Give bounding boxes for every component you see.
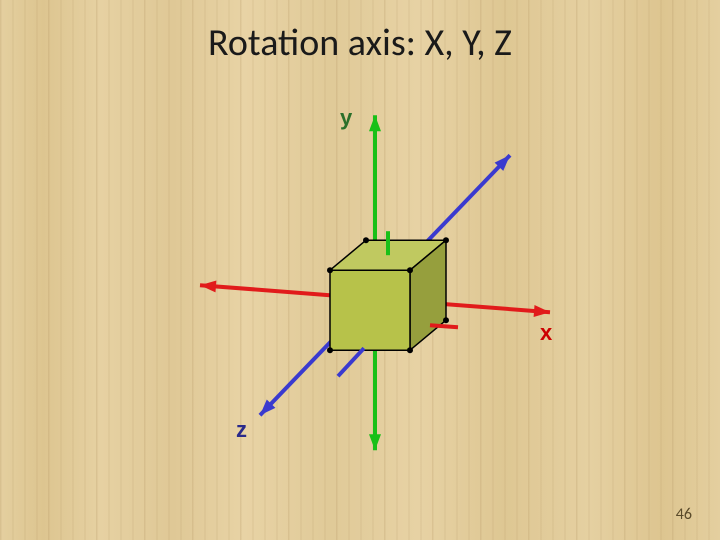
slide: Rotation axis: X, Y, Z y x z 46 [0, 0, 720, 540]
z-axis-label: z [236, 417, 247, 442]
page-title: Rotation axis: X, Y, Z [0, 20, 720, 66]
x-axis-label: x [540, 320, 553, 345]
page-number: 46 [676, 505, 692, 524]
rotation-axes-diagram: y x z [140, 95, 580, 475]
y-axis-label: y [340, 105, 353, 130]
